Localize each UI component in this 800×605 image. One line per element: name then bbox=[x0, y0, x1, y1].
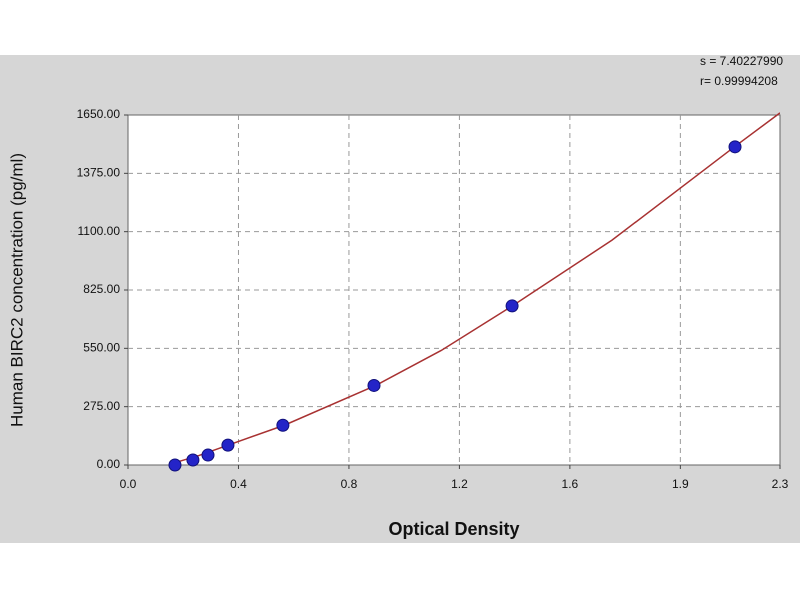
y-tick-label: 550.00 bbox=[83, 341, 120, 355]
annotation: s = 7.40227990 bbox=[700, 54, 783, 68]
x-axis-label: Optical Density bbox=[388, 519, 519, 539]
x-tick-label: 1.9 bbox=[672, 477, 689, 491]
data-point bbox=[201, 448, 215, 462]
data-point bbox=[367, 378, 381, 392]
x-tick-label: 0.4 bbox=[230, 477, 247, 491]
x-tick-label: 0.8 bbox=[341, 477, 358, 491]
data-point bbox=[276, 418, 290, 432]
data-point bbox=[505, 299, 519, 313]
annotation: r= 0.99994208 bbox=[700, 74, 778, 88]
y-tick-label: 1375.00 bbox=[77, 166, 121, 180]
fit-curve bbox=[170, 112, 780, 465]
data-point bbox=[221, 438, 235, 452]
y-tick-label: 1100.00 bbox=[78, 224, 121, 238]
x-tick-label: 1.2 bbox=[451, 477, 468, 491]
data-point bbox=[186, 453, 200, 467]
y-tick-label: 0.00 bbox=[97, 457, 121, 471]
x-tick-label: 0.0 bbox=[120, 477, 137, 491]
plot-layer: 0.0 0.4 0.8 1.2 1.6 1.9 2.3 0.00 275.00 550.00 825… bbox=[77, 107, 789, 491]
x-tick-label: 1.6 bbox=[562, 477, 579, 491]
y-tick-label: 825.00 bbox=[83, 282, 120, 296]
x-tick-label: 2.3 bbox=[772, 477, 789, 491]
y-axis-label: Human BIRC2 concentration (pg/ml) bbox=[7, 153, 26, 427]
y-tick-label: 275.00 bbox=[83, 399, 120, 413]
data-point bbox=[728, 140, 742, 154]
data-point bbox=[168, 458, 182, 472]
y-tick-label: 1650.00 bbox=[77, 107, 121, 121]
